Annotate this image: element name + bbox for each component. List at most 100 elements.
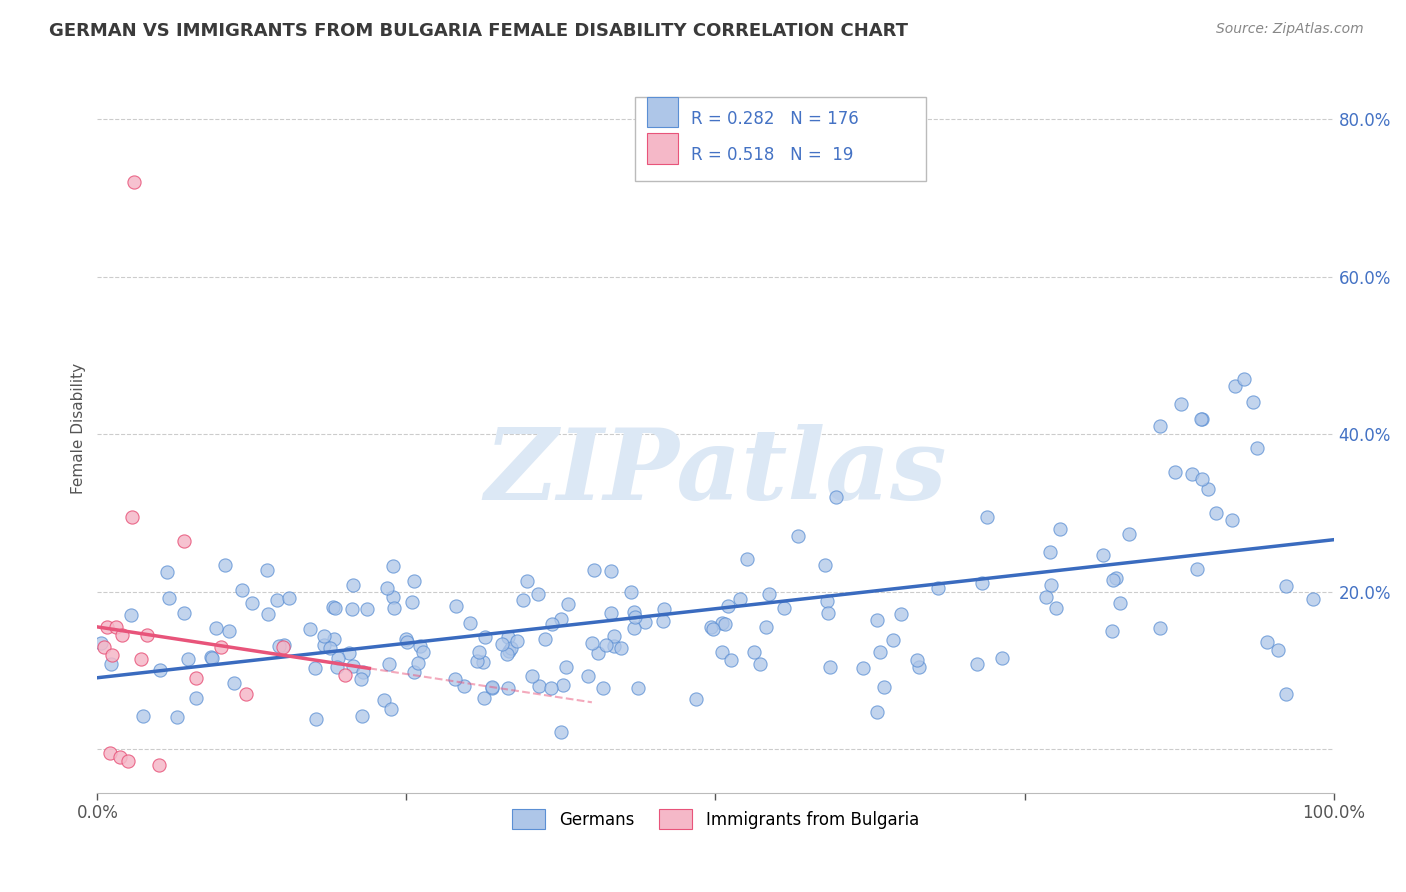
Point <box>623 621 645 635</box>
Point <box>101 648 124 662</box>
Point <box>1092 548 1115 562</box>
Point <box>1275 579 1298 593</box>
Point <box>409 639 432 653</box>
Text: R = 0.282   N = 176: R = 0.282 N = 176 <box>690 110 859 128</box>
Point <box>326 651 349 665</box>
Point <box>634 615 657 629</box>
Point <box>758 587 780 601</box>
Point <box>396 635 419 649</box>
Point <box>1149 419 1171 434</box>
Point <box>814 558 837 572</box>
Point <box>824 490 846 504</box>
Point <box>314 638 336 652</box>
Point <box>522 669 544 683</box>
Point <box>717 599 740 614</box>
Point <box>550 724 572 739</box>
Point <box>186 672 208 686</box>
Point <box>1181 467 1204 481</box>
Point <box>882 632 904 647</box>
Point <box>1197 482 1219 496</box>
Point <box>499 640 522 655</box>
Point <box>256 607 278 622</box>
Point <box>148 758 170 772</box>
FancyBboxPatch shape <box>648 133 679 164</box>
Point <box>720 653 742 667</box>
Point <box>512 592 534 607</box>
Point <box>135 628 157 642</box>
Point <box>412 645 434 659</box>
Point <box>1185 562 1208 576</box>
Point <box>600 606 623 620</box>
Text: GERMAN VS IMMIGRANTS FROM BULGARIA FEMALE DISABILITY CORRELATION CHART: GERMAN VS IMMIGRANTS FROM BULGARIA FEMAL… <box>49 22 908 40</box>
Point <box>184 691 207 706</box>
Point <box>124 175 146 189</box>
Point <box>602 639 624 653</box>
Point <box>342 659 364 673</box>
Point <box>205 621 228 635</box>
Point <box>516 574 538 588</box>
Y-axis label: Female Disability: Female Disability <box>72 363 86 494</box>
Point <box>304 660 326 674</box>
Point <box>755 620 778 634</box>
Point <box>98 746 121 760</box>
Point <box>352 665 374 679</box>
Point <box>1149 621 1171 635</box>
Point <box>166 710 188 724</box>
Point <box>1049 522 1071 536</box>
Point <box>699 620 721 634</box>
Point <box>214 558 236 572</box>
Point <box>496 681 519 695</box>
Point <box>305 712 328 726</box>
Point <box>1105 571 1128 585</box>
Point <box>742 645 765 659</box>
Point <box>472 655 495 669</box>
Point <box>209 640 232 654</box>
Point <box>714 617 737 632</box>
Point <box>1189 411 1212 425</box>
Point <box>869 645 891 659</box>
Point <box>1045 601 1067 615</box>
Point <box>373 693 395 707</box>
Point <box>527 587 550 601</box>
Point <box>90 636 112 650</box>
Point <box>1191 412 1213 426</box>
Point <box>1225 379 1247 393</box>
Point <box>495 647 517 661</box>
Point <box>866 613 889 627</box>
Point <box>121 510 143 524</box>
Point <box>104 620 127 634</box>
Point <box>111 628 134 642</box>
Point <box>491 637 513 651</box>
FancyBboxPatch shape <box>648 97 679 128</box>
Point <box>557 598 579 612</box>
Point <box>156 566 179 580</box>
Point <box>201 650 224 665</box>
Point <box>652 601 675 615</box>
Point <box>350 673 373 687</box>
Point <box>1220 513 1243 527</box>
Point <box>342 602 364 616</box>
Point <box>527 679 550 693</box>
Point <box>772 601 794 615</box>
Point <box>322 632 344 646</box>
Point <box>851 661 873 675</box>
Point <box>1101 624 1123 638</box>
Point <box>623 605 645 619</box>
Point <box>337 646 360 660</box>
Point <box>132 709 155 723</box>
Point <box>1102 573 1125 587</box>
Point <box>550 611 572 625</box>
Point <box>312 630 335 644</box>
Point <box>1040 578 1063 592</box>
Point <box>595 638 617 652</box>
Point <box>1039 544 1062 558</box>
Point <box>93 640 115 654</box>
Point <box>540 681 562 695</box>
FancyBboxPatch shape <box>636 97 925 181</box>
Point <box>100 657 122 671</box>
Point <box>375 582 398 596</box>
Point <box>1035 591 1057 605</box>
Point <box>382 600 405 615</box>
Point <box>972 576 994 591</box>
Point <box>905 653 928 667</box>
